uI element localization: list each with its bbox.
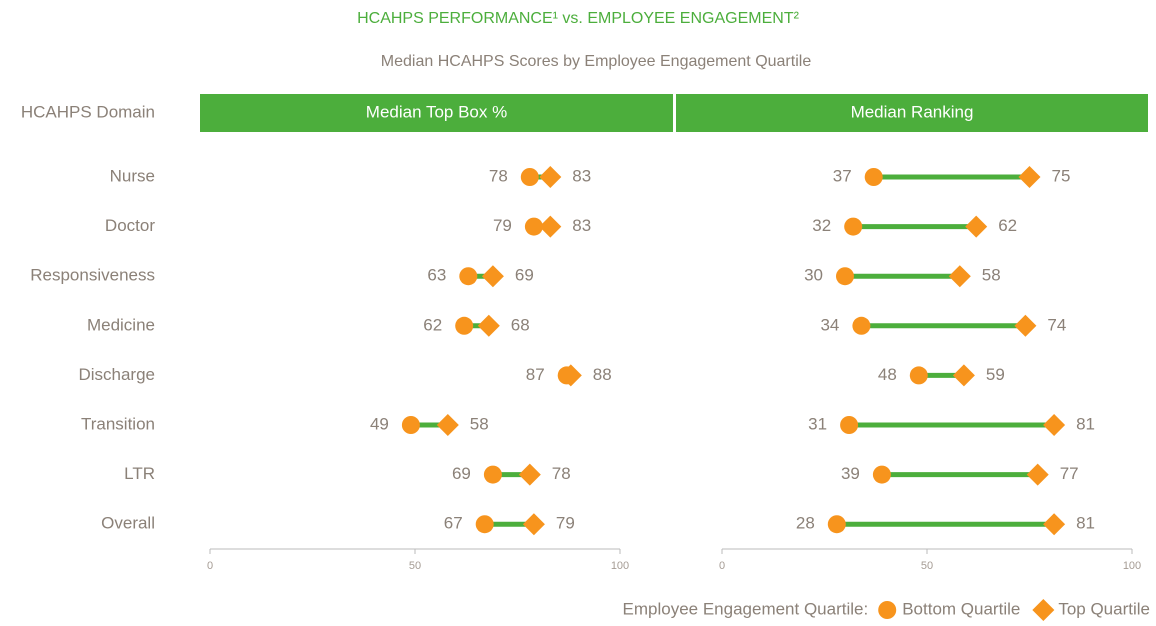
value-label: 34 <box>820 315 839 334</box>
legend-label: Bottom Quartile <box>902 599 1020 618</box>
legend-title: Employee Engagement Quartile: <box>623 599 869 618</box>
bottom-marker <box>455 316 474 335</box>
value-label: 83 <box>572 166 591 185</box>
value-label: 63 <box>427 266 446 285</box>
value-label: 74 <box>1047 315 1066 334</box>
top-marker <box>948 265 971 288</box>
chart-title: HCAHPS PERFORMANCE¹ vs. EMPLOYEE ENGAGEM… <box>357 10 800 27</box>
top-marker <box>477 314 500 337</box>
category-label: Nurse <box>110 166 155 185</box>
value-label: 68 <box>511 315 530 334</box>
top-marker <box>952 364 975 387</box>
category-header: HCAHPS Domain <box>21 102 155 121</box>
value-label: 59 <box>986 365 1005 384</box>
x-tick-label: 0 <box>719 560 725 572</box>
legend-label: Top Quartile <box>1058 599 1150 618</box>
value-label: 31 <box>808 414 827 433</box>
bottom-marker <box>475 515 494 534</box>
x-tick-label: 50 <box>921 560 933 572</box>
value-label: 32 <box>812 216 831 235</box>
value-label: 58 <box>470 414 489 433</box>
bottom-marker <box>840 416 859 434</box>
category-label: LTR <box>124 464 155 483</box>
bottom-marker <box>844 217 863 236</box>
bottom-marker <box>872 465 891 484</box>
panel-title: Median Ranking <box>851 102 974 121</box>
value-label: 79 <box>493 216 512 235</box>
bottom-marker <box>827 515 846 534</box>
value-label: 37 <box>833 166 852 185</box>
top-marker <box>539 215 562 238</box>
bottom-marker <box>864 168 883 186</box>
x-tick-label: 100 <box>1123 560 1141 572</box>
top-marker <box>522 513 545 536</box>
value-label: 75 <box>1052 166 1071 185</box>
bottom-marker <box>909 366 928 385</box>
panel-header <box>200 94 673 132</box>
value-label: 81 <box>1076 414 1095 433</box>
value-label: 78 <box>552 464 571 483</box>
top-marker <box>1014 314 1037 337</box>
value-label: 87 <box>526 365 545 384</box>
category-label: Responsiveness <box>30 266 155 285</box>
top-marker <box>1018 166 1041 188</box>
panel-title: Median Top Box % <box>366 102 507 121</box>
value-label: 28 <box>796 514 815 533</box>
value-label: 48 <box>878 365 897 384</box>
value-label: 58 <box>982 266 1001 285</box>
category-label: Discharge <box>78 365 155 384</box>
value-label: 78 <box>489 166 508 185</box>
top-marker <box>965 215 988 238</box>
x-tick-label: 50 <box>409 560 421 572</box>
bottom-marker <box>520 168 539 186</box>
value-label: 83 <box>572 216 591 235</box>
legend-marker <box>1032 599 1055 621</box>
bottom-marker <box>459 267 478 286</box>
value-label: 30 <box>804 266 823 285</box>
top-marker <box>481 265 504 288</box>
value-label: 79 <box>556 514 575 533</box>
value-label: 39 <box>841 464 860 483</box>
bottom-marker <box>401 416 420 434</box>
legend-marker <box>878 601 897 619</box>
panel-header <box>676 94 1148 132</box>
top-marker <box>518 463 541 486</box>
bottom-marker <box>836 267 854 286</box>
category-label: Medicine <box>87 315 155 334</box>
value-label: 67 <box>444 514 463 533</box>
top-marker <box>559 364 582 387</box>
x-tick-label: 0 <box>207 560 213 572</box>
top-marker <box>436 414 459 436</box>
value-label: 81 <box>1076 514 1095 533</box>
category-label: Doctor <box>105 216 155 235</box>
value-label: 69 <box>452 464 471 483</box>
value-label: 88 <box>593 365 612 384</box>
value-label: 49 <box>370 414 389 433</box>
chart-subtitle: Median HCAHPS Scores by Employee Engagem… <box>381 53 812 70</box>
bottom-marker <box>483 465 502 484</box>
value-label: 77 <box>1060 464 1079 483</box>
top-marker <box>1026 463 1049 486</box>
value-label: 69 <box>515 266 534 285</box>
x-tick-label: 100 <box>611 560 629 572</box>
category-label: Transition <box>81 414 155 433</box>
top-marker <box>539 166 562 188</box>
value-label: 62 <box>998 216 1017 235</box>
top-marker <box>1043 513 1066 536</box>
bottom-marker <box>524 217 543 236</box>
top-marker <box>1043 414 1066 436</box>
value-label: 62 <box>423 315 442 334</box>
category-label: Overall <box>101 514 155 533</box>
bottom-marker <box>852 316 871 335</box>
